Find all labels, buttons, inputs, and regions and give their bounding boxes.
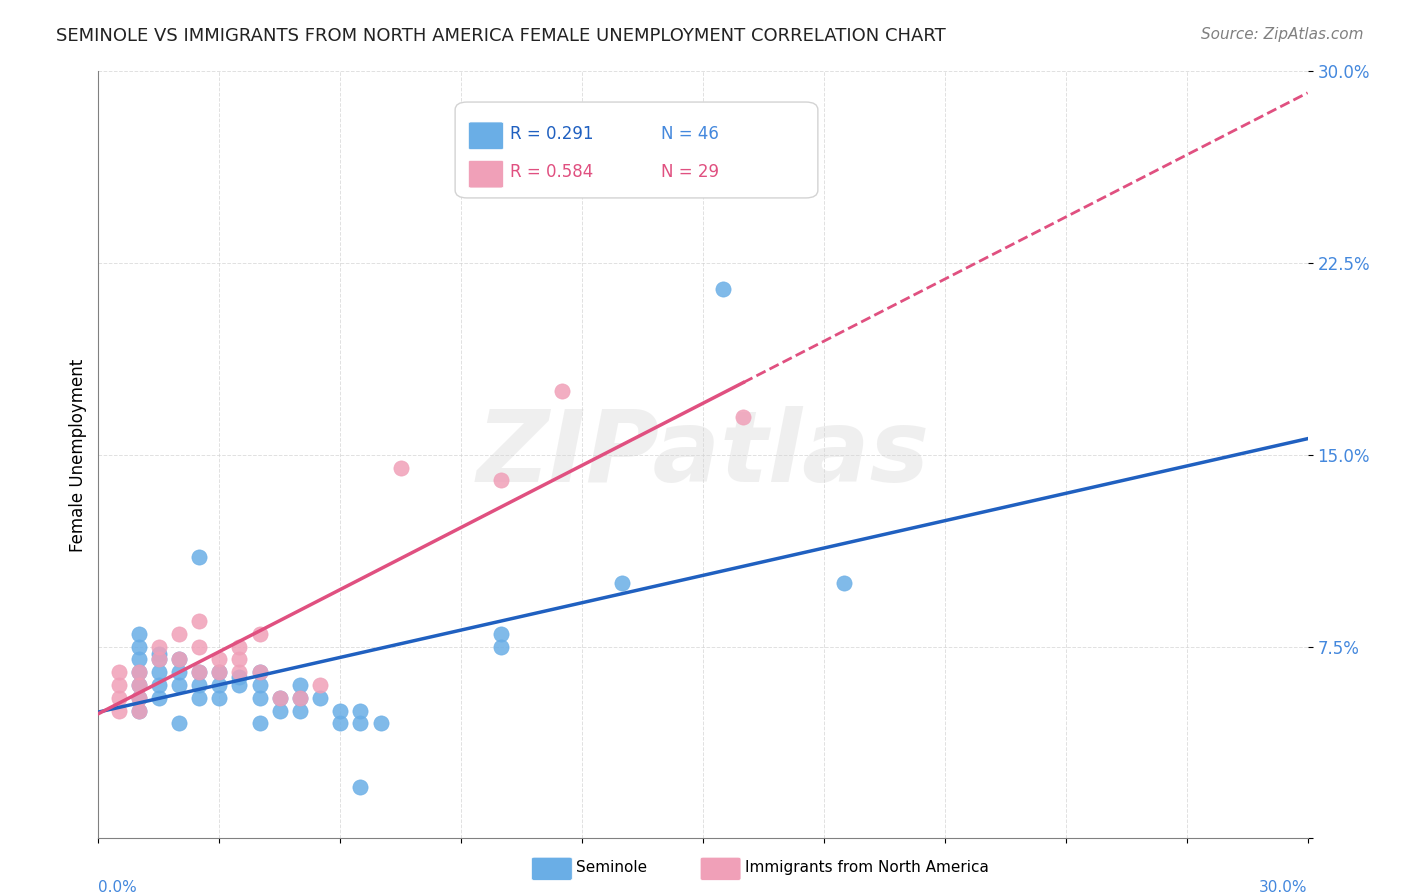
Point — [249, 690, 271, 705]
Point — [188, 665, 211, 680]
Point — [249, 665, 271, 680]
Text: 30.0%: 30.0% — [1260, 880, 1308, 892]
Point — [208, 690, 231, 705]
Point — [249, 716, 271, 731]
Point — [167, 716, 190, 731]
Point — [491, 627, 513, 641]
Point — [309, 690, 332, 705]
Point — [188, 690, 211, 705]
Point — [228, 652, 250, 666]
Point — [491, 474, 513, 488]
Point — [228, 678, 250, 692]
Point — [107, 690, 129, 705]
Point — [349, 716, 371, 731]
Point — [148, 648, 170, 662]
Point — [309, 678, 332, 692]
Text: N = 46: N = 46 — [661, 125, 718, 143]
Point — [148, 640, 170, 654]
Point — [733, 409, 755, 424]
Point — [188, 678, 211, 692]
Point — [107, 704, 129, 718]
Point — [832, 575, 855, 590]
Point — [107, 665, 129, 680]
Point — [128, 704, 150, 718]
Point — [107, 678, 129, 692]
Text: R = 0.291: R = 0.291 — [509, 125, 593, 143]
Point — [269, 690, 291, 705]
Text: Source: ZipAtlas.com: Source: ZipAtlas.com — [1201, 27, 1364, 42]
Point — [128, 690, 150, 705]
Point — [167, 652, 190, 666]
Point — [128, 704, 150, 718]
Point — [167, 652, 190, 666]
Point — [288, 690, 311, 705]
Point — [148, 665, 170, 680]
Point — [208, 665, 231, 680]
Y-axis label: Female Unemployment: Female Unemployment — [69, 359, 87, 551]
Point — [128, 627, 150, 641]
Point — [148, 652, 170, 666]
Text: R = 0.584: R = 0.584 — [509, 163, 593, 181]
FancyBboxPatch shape — [468, 161, 503, 188]
Point — [208, 665, 231, 680]
Point — [269, 690, 291, 705]
Point — [249, 665, 271, 680]
Point — [148, 690, 170, 705]
Point — [288, 690, 311, 705]
Point — [349, 780, 371, 795]
Point — [128, 678, 150, 692]
Point — [228, 670, 250, 684]
Point — [167, 678, 190, 692]
Point — [167, 665, 190, 680]
Point — [288, 704, 311, 718]
Text: SEMINOLE VS IMMIGRANTS FROM NORTH AMERICA FEMALE UNEMPLOYMENT CORRELATION CHART: SEMINOLE VS IMMIGRANTS FROM NORTH AMERIC… — [56, 27, 946, 45]
FancyBboxPatch shape — [468, 122, 503, 150]
Point — [269, 704, 291, 718]
Point — [711, 282, 734, 296]
Point — [288, 678, 311, 692]
Point — [148, 652, 170, 666]
Point — [551, 384, 574, 398]
Point — [228, 640, 250, 654]
Point — [128, 665, 150, 680]
Text: Immigrants from North America: Immigrants from North America — [745, 861, 988, 875]
Point — [188, 614, 211, 628]
Point — [370, 716, 392, 731]
Point — [188, 640, 211, 654]
Point — [208, 678, 231, 692]
Point — [128, 652, 150, 666]
Text: N = 29: N = 29 — [661, 163, 718, 181]
Point — [128, 665, 150, 680]
Point — [148, 678, 170, 692]
Point — [188, 665, 211, 680]
Point — [249, 678, 271, 692]
Point — [208, 652, 231, 666]
Point — [228, 665, 250, 680]
FancyBboxPatch shape — [456, 102, 818, 198]
Text: Seminole: Seminole — [576, 861, 648, 875]
Point — [389, 460, 412, 475]
Text: ZIPatlas: ZIPatlas — [477, 407, 929, 503]
Point — [249, 627, 271, 641]
Point — [128, 640, 150, 654]
Point — [349, 704, 371, 718]
Point — [188, 550, 211, 565]
Text: 0.0%: 0.0% — [98, 880, 138, 892]
Point — [128, 690, 150, 705]
Point — [491, 640, 513, 654]
Point — [167, 627, 190, 641]
Point — [329, 716, 352, 731]
Point — [128, 678, 150, 692]
Point — [329, 704, 352, 718]
Point — [612, 575, 634, 590]
